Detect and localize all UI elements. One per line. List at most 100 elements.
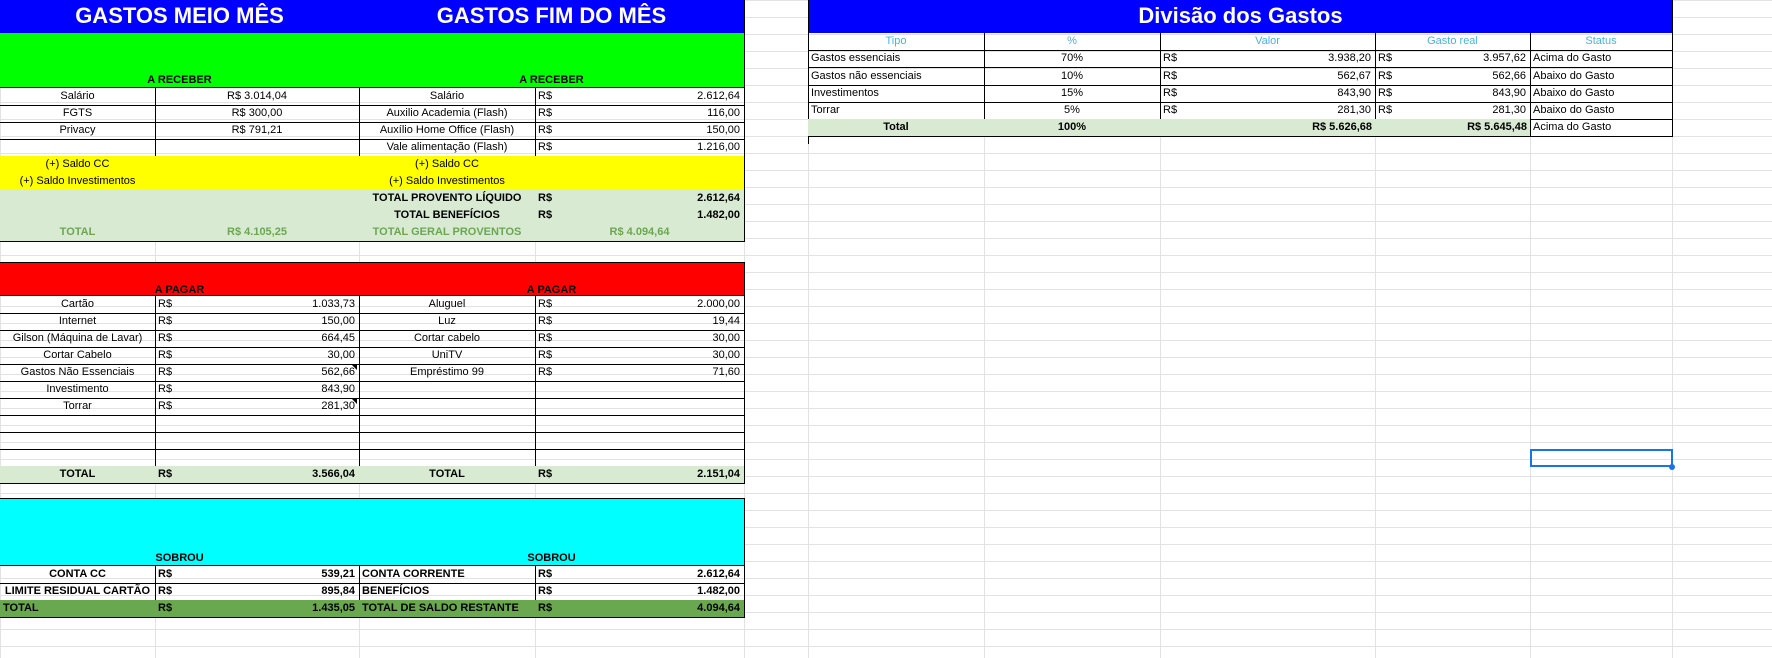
saldo-inv-fim[interactable]: (+) Saldo Investimentos	[359, 173, 536, 191]
total-meio-value[interactable]: R$ 4.105,25	[155, 224, 360, 242]
pagar-meio-currency[interactable]	[155, 449, 360, 467]
pagar-meio-label[interactable]: Cortar Cabelo	[0, 347, 156, 365]
divisao-valor-currency[interactable]: R$ 562,67	[1160, 68, 1376, 86]
divisao-status[interactable]: Abaixo do Gasto	[1530, 85, 1673, 103]
pagar-total-fim-label[interactable]: TOTAL	[359, 466, 536, 484]
pagar-meio-currency[interactable]: R$ 843,90	[155, 381, 360, 399]
divisao-total-status[interactable]: Acima do Gasto	[1530, 119, 1673, 137]
pagar-total-fim-currency[interactable]: R$ 2.151,04	[535, 466, 745, 484]
pagar-meio-currency[interactable]: R$ 30,00	[155, 347, 360, 365]
saldo-cc-fim[interactable]: (+) Saldo CC	[359, 156, 536, 174]
sobrou-meio-label[interactable]: LIMITE RESIDUAL CARTÃO	[0, 583, 156, 601]
pagar-total-meio-currency[interactable]: R$ 3.566,04	[155, 466, 360, 484]
pagar-fim-label[interactable]	[359, 398, 536, 416]
receber-fim-label[interactable]: Auxílio Home Office (Flash)	[359, 122, 536, 140]
divisao-tipo[interactable]: Gastos essenciais	[808, 50, 985, 68]
divisao-pct[interactable]: 70%	[984, 50, 1161, 68]
pagar-meio-currency[interactable]: R$ 562,66	[155, 364, 360, 382]
receber-meio-label[interactable]: Privacy	[0, 122, 156, 140]
divisao-pct[interactable]: 10%	[984, 68, 1161, 86]
divisao-status[interactable]: Acima do Gasto	[1530, 50, 1673, 68]
pagar-fim-label[interactable]: UniTV	[359, 347, 536, 365]
blank[interactable]	[155, 207, 360, 225]
pagar-meio-label[interactable]	[0, 449, 156, 467]
receber-fim-label[interactable]: Vale alimentação (Flash)	[359, 139, 536, 157]
receber-fim-currency[interactable]: R$ 116,00	[535, 105, 745, 123]
divisao-pct[interactable]: 5%	[984, 102, 1161, 120]
divisao-valor-currency[interactable]: R$ 843,90	[1160, 85, 1376, 103]
total-meio-label[interactable]: TOTAL	[0, 224, 156, 242]
sobrou-meio-label[interactable]: TOTAL	[0, 600, 156, 618]
receber-meio-label[interactable]	[0, 139, 156, 157]
sobrou-meio-label[interactable]: CONTA CC	[0, 566, 156, 584]
divisao-total-valor[interactable]: R$ 5.626,68	[1160, 119, 1376, 137]
pagar-fim-currency[interactable]	[535, 449, 745, 467]
total-beneficios-label[interactable]: TOTAL BENEFÍCIOS	[359, 207, 536, 225]
saldo-inv-meio-value[interactable]	[155, 173, 360, 191]
divisao-column-header[interactable]: %	[984, 33, 1161, 51]
sobrou-meio-currency[interactable]: R$ 539,21	[155, 566, 360, 584]
divisao-tipo[interactable]: Torrar	[808, 102, 985, 120]
divisao-total-pct[interactable]: 100%	[984, 119, 1161, 137]
divisao-real-currency[interactable]: R$ 562,66	[1375, 68, 1531, 86]
receber-meio-label[interactable]: FGTS	[0, 105, 156, 123]
receber-meio-label[interactable]: Salário	[0, 88, 156, 106]
pagar-meio-label[interactable]: Torrar	[0, 398, 156, 416]
divisao-valor-currency[interactable]: R$ 3.938,20	[1160, 50, 1376, 68]
comment-indicator-icon[interactable]	[352, 365, 357, 370]
divisao-real-currency[interactable]: R$ 281,30	[1375, 102, 1531, 120]
divisao-status[interactable]: Abaixo do Gasto	[1530, 102, 1673, 120]
pagar-fim-currency[interactable]	[535, 381, 745, 399]
pagar-meio-currency[interactable]	[155, 432, 360, 450]
pagar-meio-label[interactable]	[0, 415, 156, 433]
saldo-cc-fim-value[interactable]	[535, 156, 745, 174]
selected-cell[interactable]	[1530, 449, 1673, 467]
saldo-cc-meio-value[interactable]	[155, 156, 360, 174]
receber-fim-currency[interactable]: R$ 2.612,64	[535, 88, 745, 106]
pagar-fim-label[interactable]: Cortar cabelo	[359, 330, 536, 348]
pagar-meio-label[interactable]: Gastos Não Essenciais	[0, 364, 156, 382]
divisao-pct[interactable]: 15%	[984, 85, 1161, 103]
pagar-fim-label[interactable]	[359, 449, 536, 467]
sobrou-fim-label[interactable]: BENEFÍCIOS	[359, 583, 536, 601]
receber-meio-value[interactable]	[155, 139, 360, 157]
total-geral-label[interactable]: TOTAL GERAL PROVENTOS	[359, 224, 536, 242]
divisao-tipo[interactable]: Gastos não essenciais	[808, 68, 985, 86]
pagar-fim-currency[interactable]	[535, 415, 745, 433]
pagar-fim-label[interactable]: Aluguel	[359, 296, 536, 314]
sobrou-fim-currency[interactable]: R$ 1.482,00	[535, 583, 745, 601]
pagar-fim-currency[interactable]: R$ 30,00	[535, 347, 745, 365]
total-geral-value[interactable]: R$ 4.094,64	[535, 224, 745, 242]
receber-meio-value[interactable]: R$ 3.014,04	[155, 88, 360, 106]
fill-handle[interactable]	[1669, 464, 1675, 470]
pagar-meio-currency[interactable]: R$ 150,00	[155, 313, 360, 331]
saldo-cc-meio[interactable]: (+) Saldo CC	[0, 156, 156, 174]
receber-meio-value[interactable]: R$ 300,00	[155, 105, 360, 123]
total-provento-label[interactable]: TOTAL PROVENTO LÍQUIDO	[359, 190, 536, 208]
pagar-meio-label[interactable]: Cartão	[0, 296, 156, 314]
comment-indicator-icon[interactable]	[352, 399, 357, 404]
pagar-meio-label[interactable]: Internet	[0, 313, 156, 331]
divisao-real-currency[interactable]: R$ 3.957,62	[1375, 50, 1531, 68]
pagar-meio-label[interactable]: Investimento	[0, 381, 156, 399]
pagar-meio-currency[interactable]: R$ 281,30	[155, 398, 360, 416]
sobrou-meio-currency[interactable]: R$ 895,84	[155, 583, 360, 601]
pagar-meio-label[interactable]: Gilson (Máquina de Lavar)	[0, 330, 156, 348]
divisao-column-header[interactable]: Status	[1530, 33, 1673, 51]
divisao-total-real[interactable]: R$ 5.645,48	[1375, 119, 1531, 137]
pagar-total-meio-label[interactable]: TOTAL	[0, 466, 156, 484]
divisao-column-header[interactable]: Gasto real	[1375, 33, 1531, 51]
receber-meio-value[interactable]: R$ 791,21	[155, 122, 360, 140]
saldo-inv-meio[interactable]: (+) Saldo Investimentos	[0, 173, 156, 191]
pagar-fim-label[interactable]: Empréstimo 99	[359, 364, 536, 382]
divisao-tipo[interactable]: Investimentos	[808, 85, 985, 103]
pagar-fim-currency[interactable]: R$ 19,44	[535, 313, 745, 331]
blank[interactable]	[155, 190, 360, 208]
receber-fim-label[interactable]: Auxilio Academia (Flash)	[359, 105, 536, 123]
pagar-fim-currency[interactable]: R$ 71,60	[535, 364, 745, 382]
pagar-fim-currency[interactable]: R$ 30,00	[535, 330, 745, 348]
pagar-fim-label[interactable]	[359, 432, 536, 450]
receber-fim-currency[interactable]: R$ 1.216,00	[535, 139, 745, 157]
divisao-valor-currency[interactable]: R$ 281,30	[1160, 102, 1376, 120]
total-beneficios-currency[interactable]: R$ 1.482,00	[535, 207, 745, 225]
